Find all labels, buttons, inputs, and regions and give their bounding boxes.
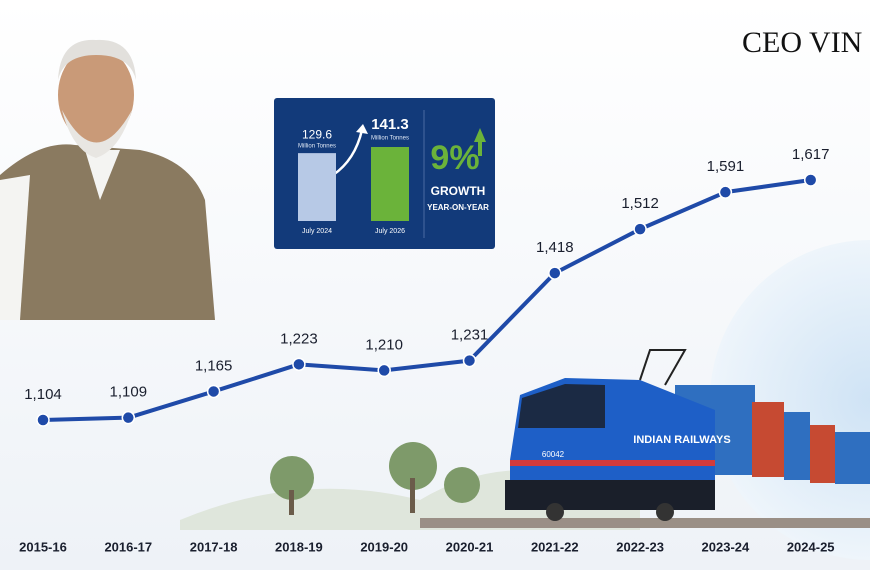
growth-subtext: YEAR-ON-YEAR bbox=[427, 203, 489, 212]
value-label: 1,512 bbox=[621, 195, 659, 212]
point bbox=[377, 363, 391, 378]
bar-unit: Million Tonnes bbox=[298, 144, 336, 150]
bar-category: July 2026 bbox=[375, 228, 405, 235]
bar-value: 141.3 bbox=[371, 116, 409, 133]
value-label: 1,231 bbox=[451, 327, 489, 344]
growth-figure: 9% bbox=[430, 139, 479, 177]
point bbox=[462, 353, 477, 368]
value-label: 1,418 bbox=[536, 239, 574, 256]
train-name: INDIAN RAILWAYS bbox=[633, 434, 730, 446]
train-number: 60042 bbox=[542, 450, 565, 459]
value-label: 1,210 bbox=[365, 336, 403, 353]
portrait bbox=[0, 39, 215, 320]
x-tick-label: 2018-19 bbox=[275, 539, 323, 554]
x-tick-label: 2021-22 bbox=[531, 539, 579, 554]
plot: 1,104 2015-16 1,109 2016-17 1,165 2017-18 1,22… bbox=[19, 146, 834, 554]
line bbox=[42, 178, 811, 422]
bar-value: 129.6 bbox=[302, 127, 332, 141]
value-label: 1,104 bbox=[24, 386, 62, 403]
x-tick-label: 2022-23 bbox=[616, 539, 664, 554]
value-label: 1,109 bbox=[110, 384, 148, 401]
value-label: 1,617 bbox=[792, 146, 830, 163]
brand: CEO VIN bbox=[742, 26, 862, 59]
x-tick-label: 2024-25 bbox=[787, 539, 835, 554]
value-label: 1,165 bbox=[195, 357, 233, 374]
x-tick-label: 2016-17 bbox=[104, 539, 152, 554]
point bbox=[633, 222, 647, 236]
point bbox=[718, 185, 733, 199]
train: INDIAN RAILWAYS 60042 bbox=[420, 349, 870, 528]
point bbox=[292, 357, 306, 372]
bar-category: July 2024 bbox=[302, 228, 332, 235]
value-label: 1,591 bbox=[707, 158, 745, 175]
x-tick-label: 2020-21 bbox=[446, 539, 494, 554]
point bbox=[121, 410, 136, 425]
point bbox=[206, 384, 221, 399]
x-tick-label: 2015-16 bbox=[19, 539, 67, 554]
value-label: 1,223 bbox=[280, 330, 318, 347]
x-tick-label: 2023-24 bbox=[702, 539, 750, 554]
bar bbox=[298, 153, 336, 221]
x-tick-label: 2019-20 bbox=[360, 539, 408, 554]
growth-text: GROWTH bbox=[431, 184, 486, 198]
bar-unit: Million Tonnes bbox=[371, 136, 409, 142]
point bbox=[548, 266, 562, 280]
point bbox=[36, 413, 50, 427]
trees bbox=[270, 442, 480, 515]
x-tick-label: 2017-18 bbox=[190, 539, 238, 554]
inset-panel: 9% GROWTH YEAR-ON-YEAR 129.6 Million Tonn… bbox=[274, 98, 495, 249]
point bbox=[803, 173, 818, 187]
bar bbox=[371, 147, 409, 221]
